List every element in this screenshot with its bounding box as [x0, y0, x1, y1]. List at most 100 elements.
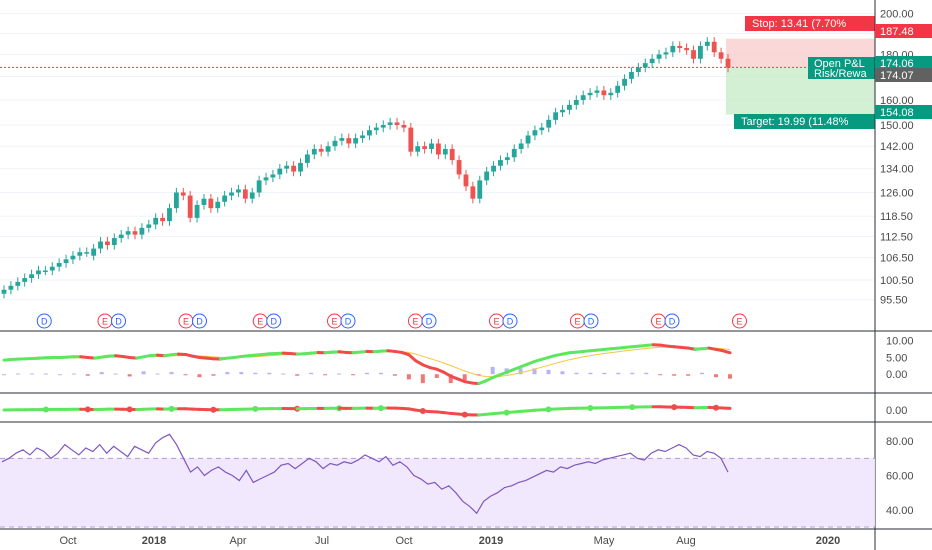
- macd-histogram-bar: [113, 373, 118, 375]
- macd-histogram-bar: [183, 374, 188, 376]
- pnl-label: Open P&L: [814, 58, 865, 70]
- candle-body: [649, 58, 655, 64]
- time-tick-label: 2018: [142, 535, 166, 547]
- macd-histogram-bar: [295, 374, 300, 376]
- event-marker-circle[interactable]: [421, 313, 437, 329]
- candle-body: [180, 192, 186, 196]
- event-marker-label: E: [331, 317, 337, 327]
- candle-body: [704, 41, 710, 46]
- event-marker-label: D: [196, 317, 203, 327]
- macd-histogram-bar: [43, 373, 48, 375]
- pnl-label-box[interactable]: Open P&L Risk/Rewa: [808, 57, 875, 80]
- event-marker-circle[interactable]: [192, 313, 207, 329]
- price-tick-label: 100.50: [880, 275, 914, 287]
- candle-body: [256, 180, 262, 193]
- candle-body: [608, 92, 614, 96]
- candle-body: [401, 124, 407, 128]
- candle-body: [173, 192, 179, 209]
- candle-body: [691, 50, 696, 59]
- macd-histogram-bar: [71, 373, 76, 375]
- candle-body: [236, 189, 241, 193]
- event-marker-label: E: [257, 317, 263, 327]
- event-marker-label: D: [507, 317, 514, 327]
- candle-body: [594, 90, 600, 93]
- price-tick-label: 126.00: [880, 187, 914, 199]
- candle-body: [229, 192, 234, 196]
- macd-histogram-bar: [127, 374, 132, 377]
- macd-line-segment: [721, 349, 732, 355]
- macd-histogram-bar: [15, 373, 20, 375]
- event-marker-circle[interactable]: [664, 313, 680, 329]
- macd-histogram-bar: [141, 371, 146, 375]
- macd-histogram-bar: [616, 372, 621, 375]
- candle-body: [208, 198, 214, 209]
- target-label-box[interactable]: Target: 19.99 (11.48%: [734, 114, 875, 129]
- candle-body: [49, 266, 55, 271]
- candle-body: [132, 231, 138, 235]
- macd-histogram-bar: [281, 373, 286, 375]
- macd-line-segment: [407, 353, 418, 363]
- candle-body: [153, 217, 159, 225]
- candle-body: [91, 248, 97, 256]
- event-marker-circle[interactable]: [502, 313, 518, 329]
- macd1-tick-label: 0.00: [886, 369, 907, 381]
- candle-body: [408, 127, 414, 152]
- event-marker-label: D: [588, 317, 595, 327]
- candle-body: [380, 124, 386, 128]
- candle-body: [698, 45, 703, 59]
- time-tick-label: May: [594, 535, 615, 547]
- candle-body: [394, 122, 400, 125]
- candle-body: [663, 52, 669, 55]
- macd1-tick-label: 10.00: [886, 336, 914, 348]
- candle-body: [477, 180, 483, 199]
- candle-body: [573, 100, 579, 105]
- event-marker-circle[interactable]: [36, 313, 52, 329]
- event-marker-circle[interactable]: [583, 313, 599, 329]
- price-axis[interactable]: 200.00190.00180.00170.00160.00150.00142.…: [880, 9, 914, 307]
- stop-label-box[interactable]: Stop: 13.41 (7.70%: [745, 16, 875, 31]
- price-tick-label: 112.50: [880, 231, 913, 243]
- candle-body: [139, 227, 145, 235]
- time-tick-label: 2020: [816, 535, 840, 547]
- macd-histogram-bar: [378, 372, 383, 375]
- time-axis[interactable]: Oct 2018 Apr Jul Oct 2019 May Aug 2020: [59, 535, 840, 547]
- stop-price-tag: 187.48: [875, 24, 932, 38]
- candle-body: [105, 241, 110, 246]
- macd-histogram-bar: [99, 372, 104, 375]
- candle-body: [160, 217, 166, 222]
- event-marker-label: E: [493, 317, 499, 327]
- candle-body: [387, 122, 393, 125]
- candle-body: [270, 174, 276, 178]
- macd-histogram-bar: [406, 374, 411, 380]
- macd-histogram-bar: [560, 371, 565, 375]
- candle-body: [484, 171, 490, 181]
- candle-body: [463, 174, 469, 187]
- rsi-pane[interactable]: 80.00 60.00 40.00: [0, 433, 914, 528]
- event-marker-circle[interactable]: [340, 313, 356, 329]
- rsi-band: [0, 458, 875, 527]
- event-marker-circle[interactable]: [111, 313, 126, 329]
- macd-histogram-bar: [658, 374, 663, 376]
- macd-pane-1[interactable]: 10.00 5.00 0.00: [2, 336, 914, 386]
- candle-body: [456, 160, 462, 175]
- rsi-line: [1, 433, 729, 515]
- event-marker-circle[interactable]: [732, 313, 747, 329]
- macd-pane-2[interactable]: 0.00: [2, 404, 907, 418]
- event-marker-label: E: [574, 317, 580, 327]
- event-marker-label: D: [426, 317, 433, 327]
- price-tick-label: 160.00: [880, 95, 914, 107]
- event-marker-label: E: [736, 317, 742, 327]
- candle-body: [601, 90, 607, 96]
- candle-body: [339, 138, 345, 141]
- macd-histogram-bar: [337, 373, 342, 375]
- candle-body: [298, 162, 303, 172]
- candle-body: [42, 270, 48, 272]
- time-tick-label: Jul: [315, 535, 329, 547]
- candle-body: [70, 255, 76, 260]
- event-marker-circle[interactable]: [266, 313, 282, 329]
- candle-body: [532, 130, 538, 136]
- candle-body: [622, 78, 627, 86]
- macd-histogram-bar: [700, 372, 705, 375]
